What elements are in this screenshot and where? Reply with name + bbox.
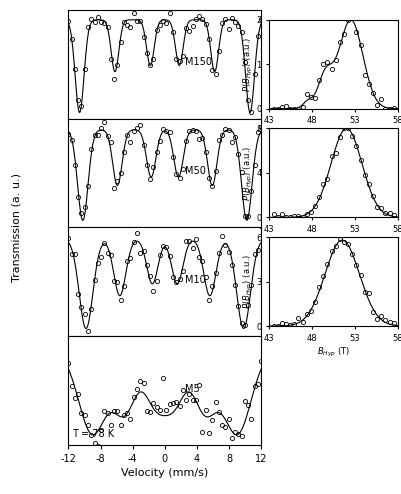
Text: T = 78 K: T = 78 K <box>72 429 114 439</box>
Y-axis label: $P(B_{Hyp})$ (a.u.): $P(B_{Hyp})$ (a.u.) <box>241 254 254 309</box>
Text: M50: M50 <box>184 166 205 176</box>
Y-axis label: $P(B_{Hyp})$ (a.u.): $P(B_{Hyp})$ (a.u.) <box>241 145 254 201</box>
Text: Transmission (a. u.): Transmission (a. u.) <box>11 173 21 282</box>
Text: M150: M150 <box>184 57 211 67</box>
X-axis label: $B_{Hyp}$ (T): $B_{Hyp}$ (T) <box>316 345 349 359</box>
Y-axis label: $P(B_{Hyp})$ (a.u.): $P(B_{Hyp})$ (a.u.) <box>241 37 254 92</box>
Text: M10: M10 <box>184 275 205 285</box>
Text: M5: M5 <box>184 384 199 394</box>
X-axis label: $B_{Hyp}$ (T): $B_{Hyp}$ (T) <box>316 128 349 141</box>
X-axis label: Velocity (mm/s): Velocity (mm/s) <box>121 468 208 478</box>
X-axis label: $B_{Hyp}$ (T): $B_{Hyp}$ (T) <box>316 237 349 250</box>
